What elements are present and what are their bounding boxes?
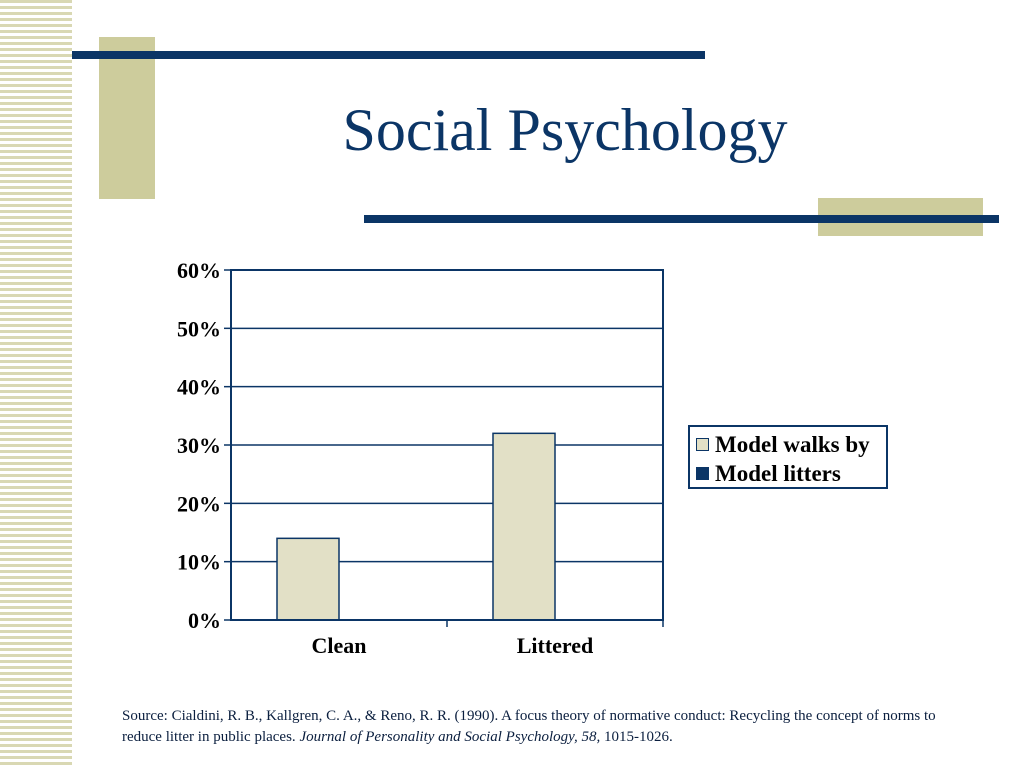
source-pages: 1015-1026. — [600, 729, 673, 745]
y-tick-label: 50% — [177, 316, 221, 341]
legend-label-model-litters: Model litters — [715, 460, 841, 486]
y-tick-label: 30% — [177, 433, 221, 458]
y-tick-label: 60% — [177, 258, 221, 283]
x-tick-label: Clean — [312, 633, 367, 658]
chart-legend: Model walks by Model litters — [688, 425, 888, 489]
legend-swatch-model-walks-by — [696, 438, 709, 451]
y-tick-label: 40% — [177, 375, 221, 400]
source-text: Source: Cialdini, R. B., Kallgren, C. A.… — [122, 708, 936, 745]
decorative-block-top — [99, 37, 155, 199]
decorative-line-top — [72, 51, 705, 59]
legend-swatch-model-litters — [696, 467, 709, 480]
bar-clean-model-walks-by — [276, 537, 340, 621]
decorative-stripes — [0, 0, 72, 768]
source-journal: Journal of Personality and Social Psycho… — [299, 729, 601, 745]
y-tick-label: 0% — [188, 608, 221, 633]
slide-title: Social Psychology — [342, 97, 788, 163]
plot-border — [230, 269, 664, 621]
bar-littered-model-walks-by — [492, 432, 556, 621]
decorative-line-right — [364, 215, 999, 223]
y-tick-label: 10% — [177, 550, 221, 575]
legend-label-model-walks-by: Model walks by — [715, 431, 870, 457]
legend-item-model-litters: Model litters — [696, 459, 886, 488]
legend-item-model-walks-by: Model walks by — [696, 430, 886, 459]
source-citation: Source: Cialdini, R. B., Kallgren, C. A.… — [122, 706, 942, 748]
x-tick-label: Littered — [517, 633, 594, 658]
y-tick-label: 20% — [177, 491, 221, 516]
